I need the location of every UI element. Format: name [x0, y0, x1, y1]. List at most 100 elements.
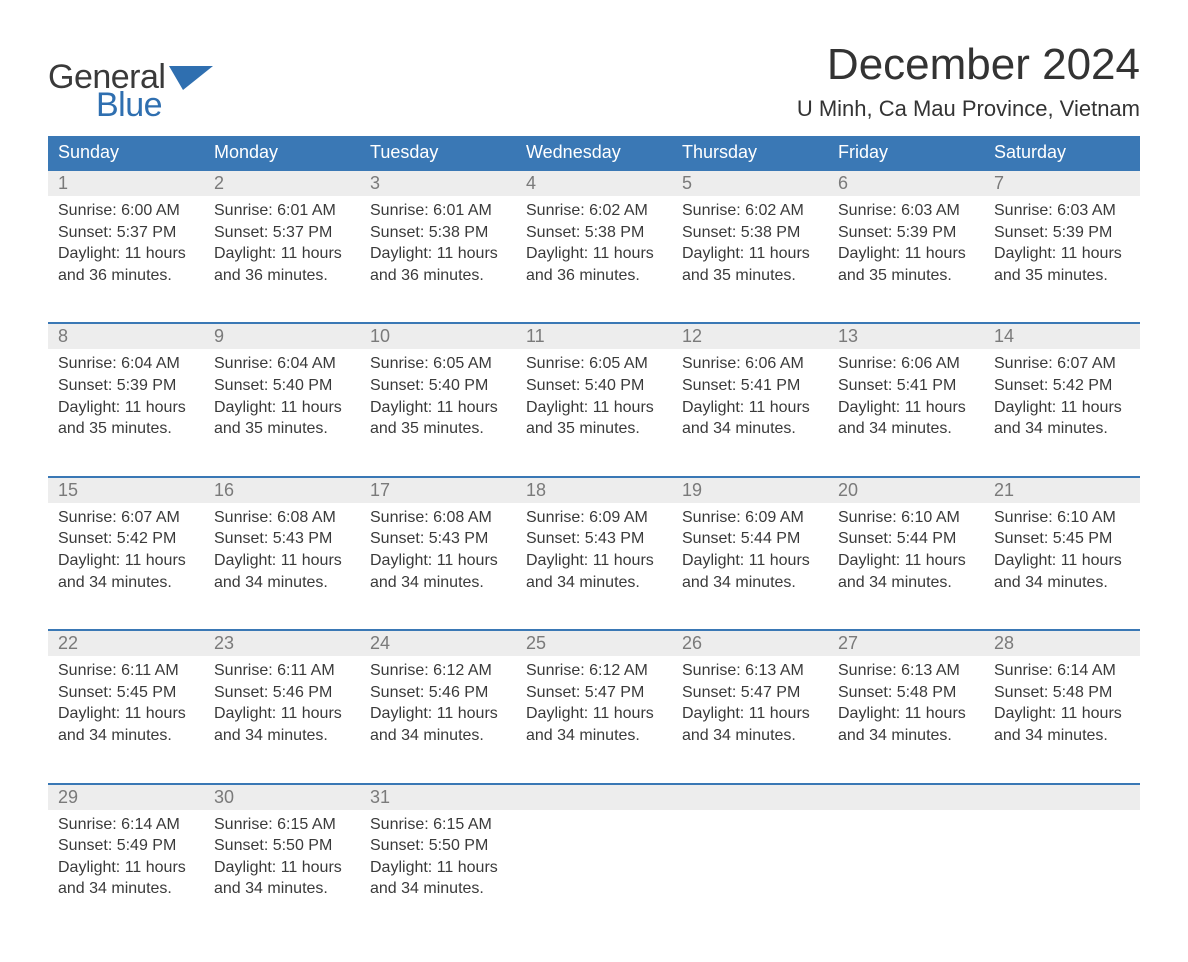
day-detail-row: Sunrise: 6:04 AMSunset: 5:39 PMDaylight:…: [48, 349, 1140, 461]
day-number: [516, 785, 672, 810]
day-detail-row: Sunrise: 6:11 AMSunset: 5:45 PMDaylight:…: [48, 656, 1140, 768]
day-dl2: and 36 minutes.: [214, 265, 350, 287]
day-sunset: Sunset: 5:47 PM: [526, 682, 662, 704]
weekday-header: Sunday: [48, 136, 204, 169]
day-dl2: and 34 minutes.: [526, 572, 662, 594]
day-dl2: and 34 minutes.: [370, 878, 506, 900]
day-sunrise: Sunrise: 6:06 AM: [682, 353, 818, 375]
day-number-row: 22232425262728: [48, 631, 1140, 656]
day-sunrise: Sunrise: 6:14 AM: [994, 660, 1130, 682]
day-cell: Sunrise: 6:11 AMSunset: 5:45 PMDaylight:…: [48, 656, 204, 768]
day-sunset: Sunset: 5:40 PM: [526, 375, 662, 397]
day-cell: Sunrise: 6:08 AMSunset: 5:43 PMDaylight:…: [360, 503, 516, 615]
day-cell: Sunrise: 6:10 AMSunset: 5:45 PMDaylight:…: [984, 503, 1140, 615]
day-sunset: Sunset: 5:41 PM: [682, 375, 818, 397]
day-cell: Sunrise: 6:07 AMSunset: 5:42 PMDaylight:…: [984, 349, 1140, 461]
day-number: 11: [516, 324, 672, 349]
day-number: 17: [360, 478, 516, 503]
day-number: 5: [672, 171, 828, 196]
day-sunset: Sunset: 5:41 PM: [838, 375, 974, 397]
week-row: 1234567Sunrise: 6:00 AMSunset: 5:37 PMDa…: [48, 169, 1140, 308]
day-cell: Sunrise: 6:04 AMSunset: 5:40 PMDaylight:…: [204, 349, 360, 461]
day-cell: Sunrise: 6:03 AMSunset: 5:39 PMDaylight:…: [984, 196, 1140, 308]
day-number: 28: [984, 631, 1140, 656]
day-number: [984, 785, 1140, 810]
day-number: 18: [516, 478, 672, 503]
day-number: 25: [516, 631, 672, 656]
day-number: 30: [204, 785, 360, 810]
day-dl2: and 34 minutes.: [370, 572, 506, 594]
day-sunset: Sunset: 5:45 PM: [58, 682, 194, 704]
day-sunrise: Sunrise: 6:00 AM: [58, 200, 194, 222]
day-sunrise: Sunrise: 6:03 AM: [838, 200, 974, 222]
day-dl1: Daylight: 11 hours: [58, 703, 194, 725]
day-sunrise: Sunrise: 6:14 AM: [58, 814, 194, 836]
day-cell: Sunrise: 6:03 AMSunset: 5:39 PMDaylight:…: [828, 196, 984, 308]
day-cell: Sunrise: 6:01 AMSunset: 5:38 PMDaylight:…: [360, 196, 516, 308]
day-number: 7: [984, 171, 1140, 196]
day-cell: Sunrise: 6:13 AMSunset: 5:48 PMDaylight:…: [828, 656, 984, 768]
calendar: Sunday Monday Tuesday Wednesday Thursday…: [48, 136, 1140, 922]
day-cell: Sunrise: 6:09 AMSunset: 5:43 PMDaylight:…: [516, 503, 672, 615]
day-dl2: and 34 minutes.: [994, 725, 1130, 747]
day-dl2: and 34 minutes.: [370, 725, 506, 747]
day-number: [828, 785, 984, 810]
day-dl2: and 34 minutes.: [838, 418, 974, 440]
day-dl1: Daylight: 11 hours: [526, 550, 662, 572]
day-sunrise: Sunrise: 6:09 AM: [526, 507, 662, 529]
day-number: 12: [672, 324, 828, 349]
day-number: 1: [48, 171, 204, 196]
day-sunrise: Sunrise: 6:11 AM: [58, 660, 194, 682]
day-cell: Sunrise: 6:08 AMSunset: 5:43 PMDaylight:…: [204, 503, 360, 615]
day-dl2: and 36 minutes.: [526, 265, 662, 287]
day-number: [672, 785, 828, 810]
day-dl1: Daylight: 11 hours: [682, 703, 818, 725]
day-number: 8: [48, 324, 204, 349]
location-subtitle: U Minh, Ca Mau Province, Vietnam: [797, 96, 1140, 122]
day-cell: Sunrise: 6:11 AMSunset: 5:46 PMDaylight:…: [204, 656, 360, 768]
day-number: 24: [360, 631, 516, 656]
day-cell: Sunrise: 6:09 AMSunset: 5:44 PMDaylight:…: [672, 503, 828, 615]
day-sunset: Sunset: 5:48 PM: [838, 682, 974, 704]
day-sunrise: Sunrise: 6:12 AM: [370, 660, 506, 682]
day-dl1: Daylight: 11 hours: [838, 243, 974, 265]
day-sunrise: Sunrise: 6:01 AM: [214, 200, 350, 222]
page-header: General Blue December 2024 U Minh, Ca Ma…: [48, 40, 1140, 122]
day-cell: Sunrise: 6:00 AMSunset: 5:37 PMDaylight:…: [48, 196, 204, 308]
day-cell: Sunrise: 6:01 AMSunset: 5:37 PMDaylight:…: [204, 196, 360, 308]
day-sunrise: Sunrise: 6:10 AM: [838, 507, 974, 529]
day-sunrise: Sunrise: 6:08 AM: [370, 507, 506, 529]
day-dl1: Daylight: 11 hours: [526, 397, 662, 419]
day-cell: Sunrise: 6:12 AMSunset: 5:46 PMDaylight:…: [360, 656, 516, 768]
day-sunset: Sunset: 5:39 PM: [58, 375, 194, 397]
day-dl2: and 34 minutes.: [994, 418, 1130, 440]
day-cell: [516, 810, 672, 922]
day-dl1: Daylight: 11 hours: [214, 857, 350, 879]
day-cell: [672, 810, 828, 922]
day-dl2: and 34 minutes.: [838, 725, 974, 747]
day-sunset: Sunset: 5:47 PM: [682, 682, 818, 704]
day-detail-row: Sunrise: 6:00 AMSunset: 5:37 PMDaylight:…: [48, 196, 1140, 308]
day-cell: Sunrise: 6:06 AMSunset: 5:41 PMDaylight:…: [828, 349, 984, 461]
day-number: 16: [204, 478, 360, 503]
day-dl2: and 35 minutes.: [838, 265, 974, 287]
day-sunset: Sunset: 5:42 PM: [58, 528, 194, 550]
day-dl2: and 34 minutes.: [58, 572, 194, 594]
day-dl1: Daylight: 11 hours: [994, 397, 1130, 419]
logo: General Blue: [48, 60, 213, 122]
day-sunrise: Sunrise: 6:04 AM: [214, 353, 350, 375]
day-sunset: Sunset: 5:38 PM: [526, 222, 662, 244]
week-row: 15161718192021Sunrise: 6:07 AMSunset: 5:…: [48, 476, 1140, 615]
day-number: 10: [360, 324, 516, 349]
day-cell: Sunrise: 6:06 AMSunset: 5:41 PMDaylight:…: [672, 349, 828, 461]
day-number: 29: [48, 785, 204, 810]
day-sunrise: Sunrise: 6:04 AM: [58, 353, 194, 375]
week-row: 22232425262728Sunrise: 6:11 AMSunset: 5:…: [48, 629, 1140, 768]
day-dl2: and 34 minutes.: [682, 418, 818, 440]
day-detail-row: Sunrise: 6:14 AMSunset: 5:49 PMDaylight:…: [48, 810, 1140, 922]
day-sunrise: Sunrise: 6:01 AM: [370, 200, 506, 222]
day-cell: Sunrise: 6:14 AMSunset: 5:48 PMDaylight:…: [984, 656, 1140, 768]
day-dl2: and 35 minutes.: [370, 418, 506, 440]
day-dl1: Daylight: 11 hours: [526, 703, 662, 725]
day-dl1: Daylight: 11 hours: [838, 550, 974, 572]
